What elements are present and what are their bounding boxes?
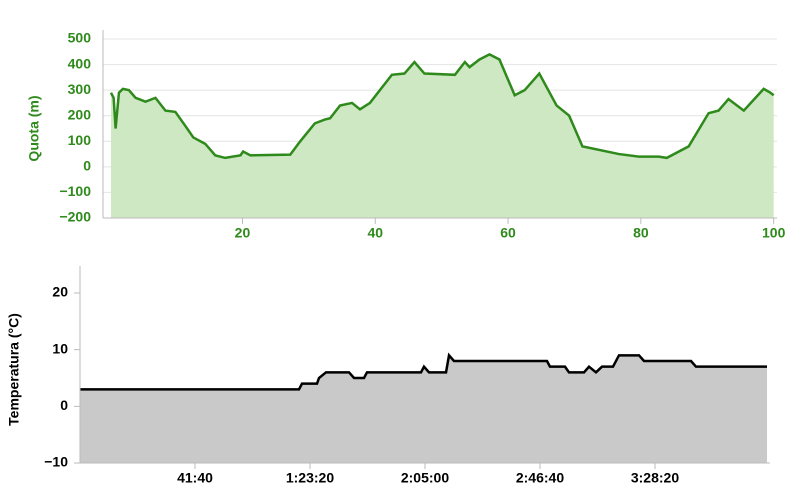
line [80, 352, 768, 391]
y-tick-label: 0 [60, 397, 68, 413]
area-fill [110, 54, 774, 218]
x-tick-label: 2:05:00 [401, 470, 449, 486]
y-tick-label: 10 [52, 340, 68, 356]
y-axis-label: Temperatura (°C) [6, 313, 22, 426]
y-tick-label: 200 [68, 106, 92, 122]
y-tick-label: 20 [52, 284, 68, 300]
area-fill [80, 355, 768, 463]
y-tick-label: 0 [83, 158, 91, 174]
y-tick-label: −100 [59, 183, 91, 199]
y-tick-label: 400 [68, 55, 92, 71]
x-tick-label: 60 [500, 225, 516, 241]
line [109, 52, 775, 160]
y-tick-label: 500 [68, 30, 92, 46]
x-tick-label: 41:40 [177, 470, 213, 486]
y-tick-label: 100 [68, 132, 92, 148]
x-tick-label: 2:46:40 [516, 470, 564, 486]
x-tick-label: 80 [633, 225, 649, 241]
x-tick-label: 20 [235, 225, 251, 241]
y-tick-label: −10 [44, 454, 68, 470]
x-tick-label: 1:23:20 [286, 470, 334, 486]
x-tick-label: 3:28:20 [631, 470, 679, 486]
y-axis-label: Quota (m) [26, 95, 42, 161]
y-tick-label: 300 [68, 81, 92, 97]
y-tick-label: −200 [59, 209, 91, 225]
x-tick-label: 100 [762, 225, 786, 241]
x-tick-label: 40 [367, 225, 383, 241]
